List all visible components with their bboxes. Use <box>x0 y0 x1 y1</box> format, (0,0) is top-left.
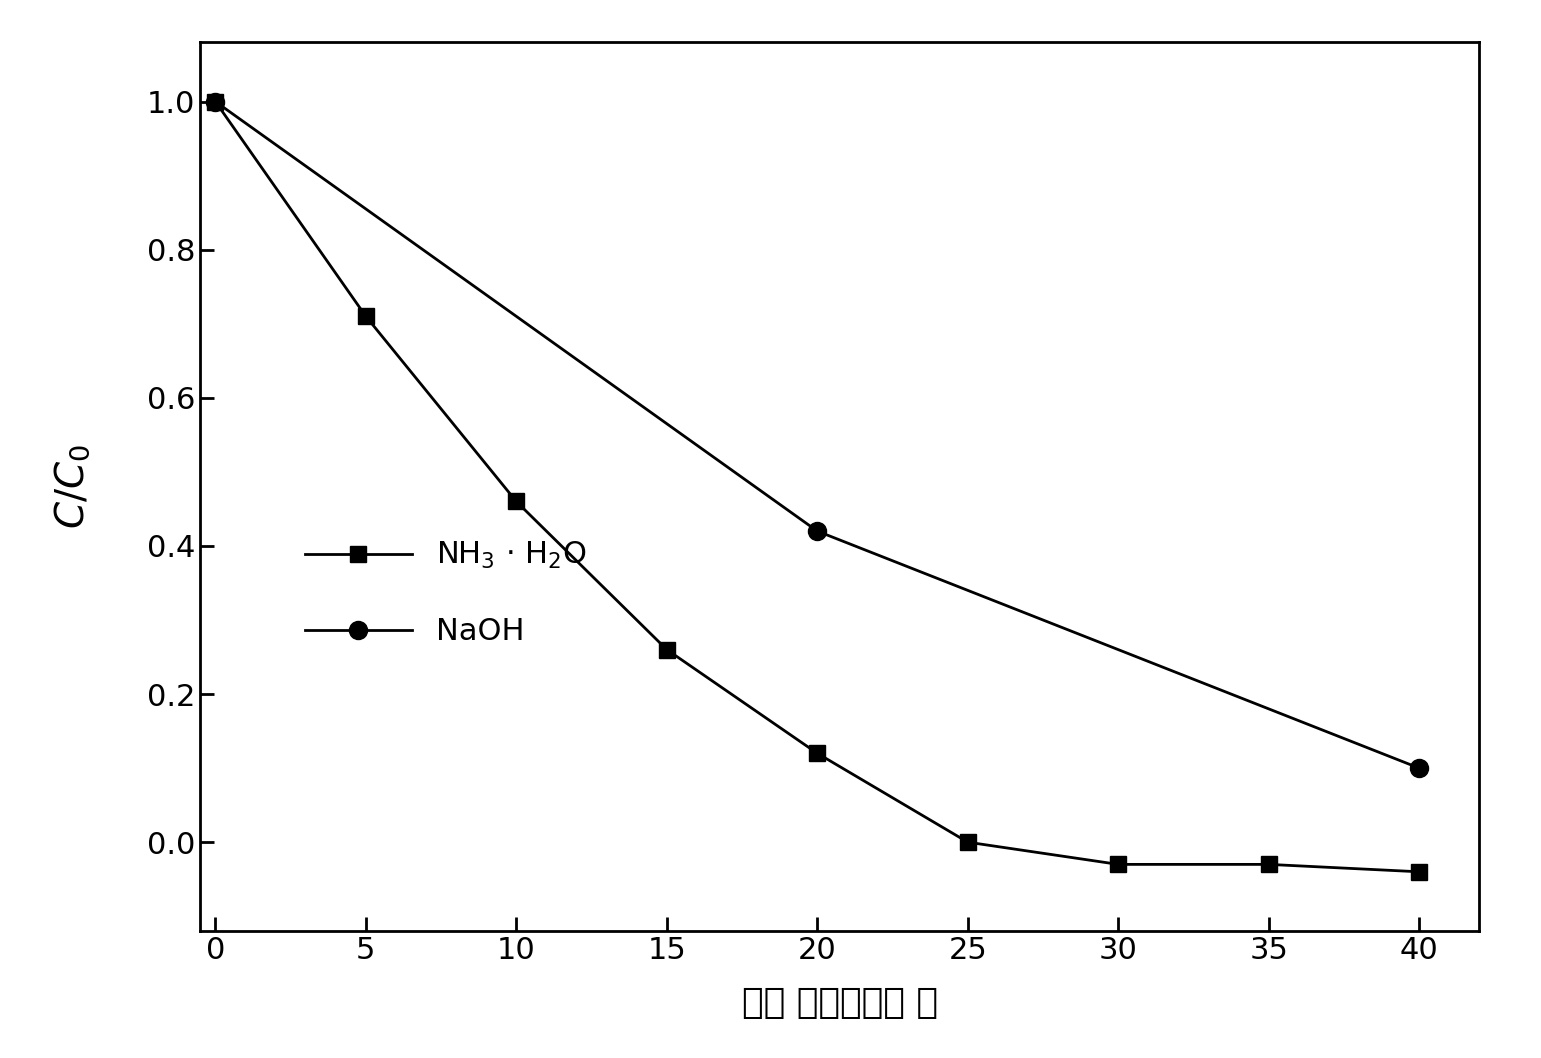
Text: $C/C_0$: $C/C_0$ <box>52 444 92 529</box>
X-axis label: 光照 时间（分钟 ）: 光照 时间（分钟 ） <box>741 986 938 1020</box>
Legend: NH$_3$ $\cdot$ H$_2$O, NaOH: NH$_3$ $\cdot$ H$_2$O, NaOH <box>293 528 598 658</box>
